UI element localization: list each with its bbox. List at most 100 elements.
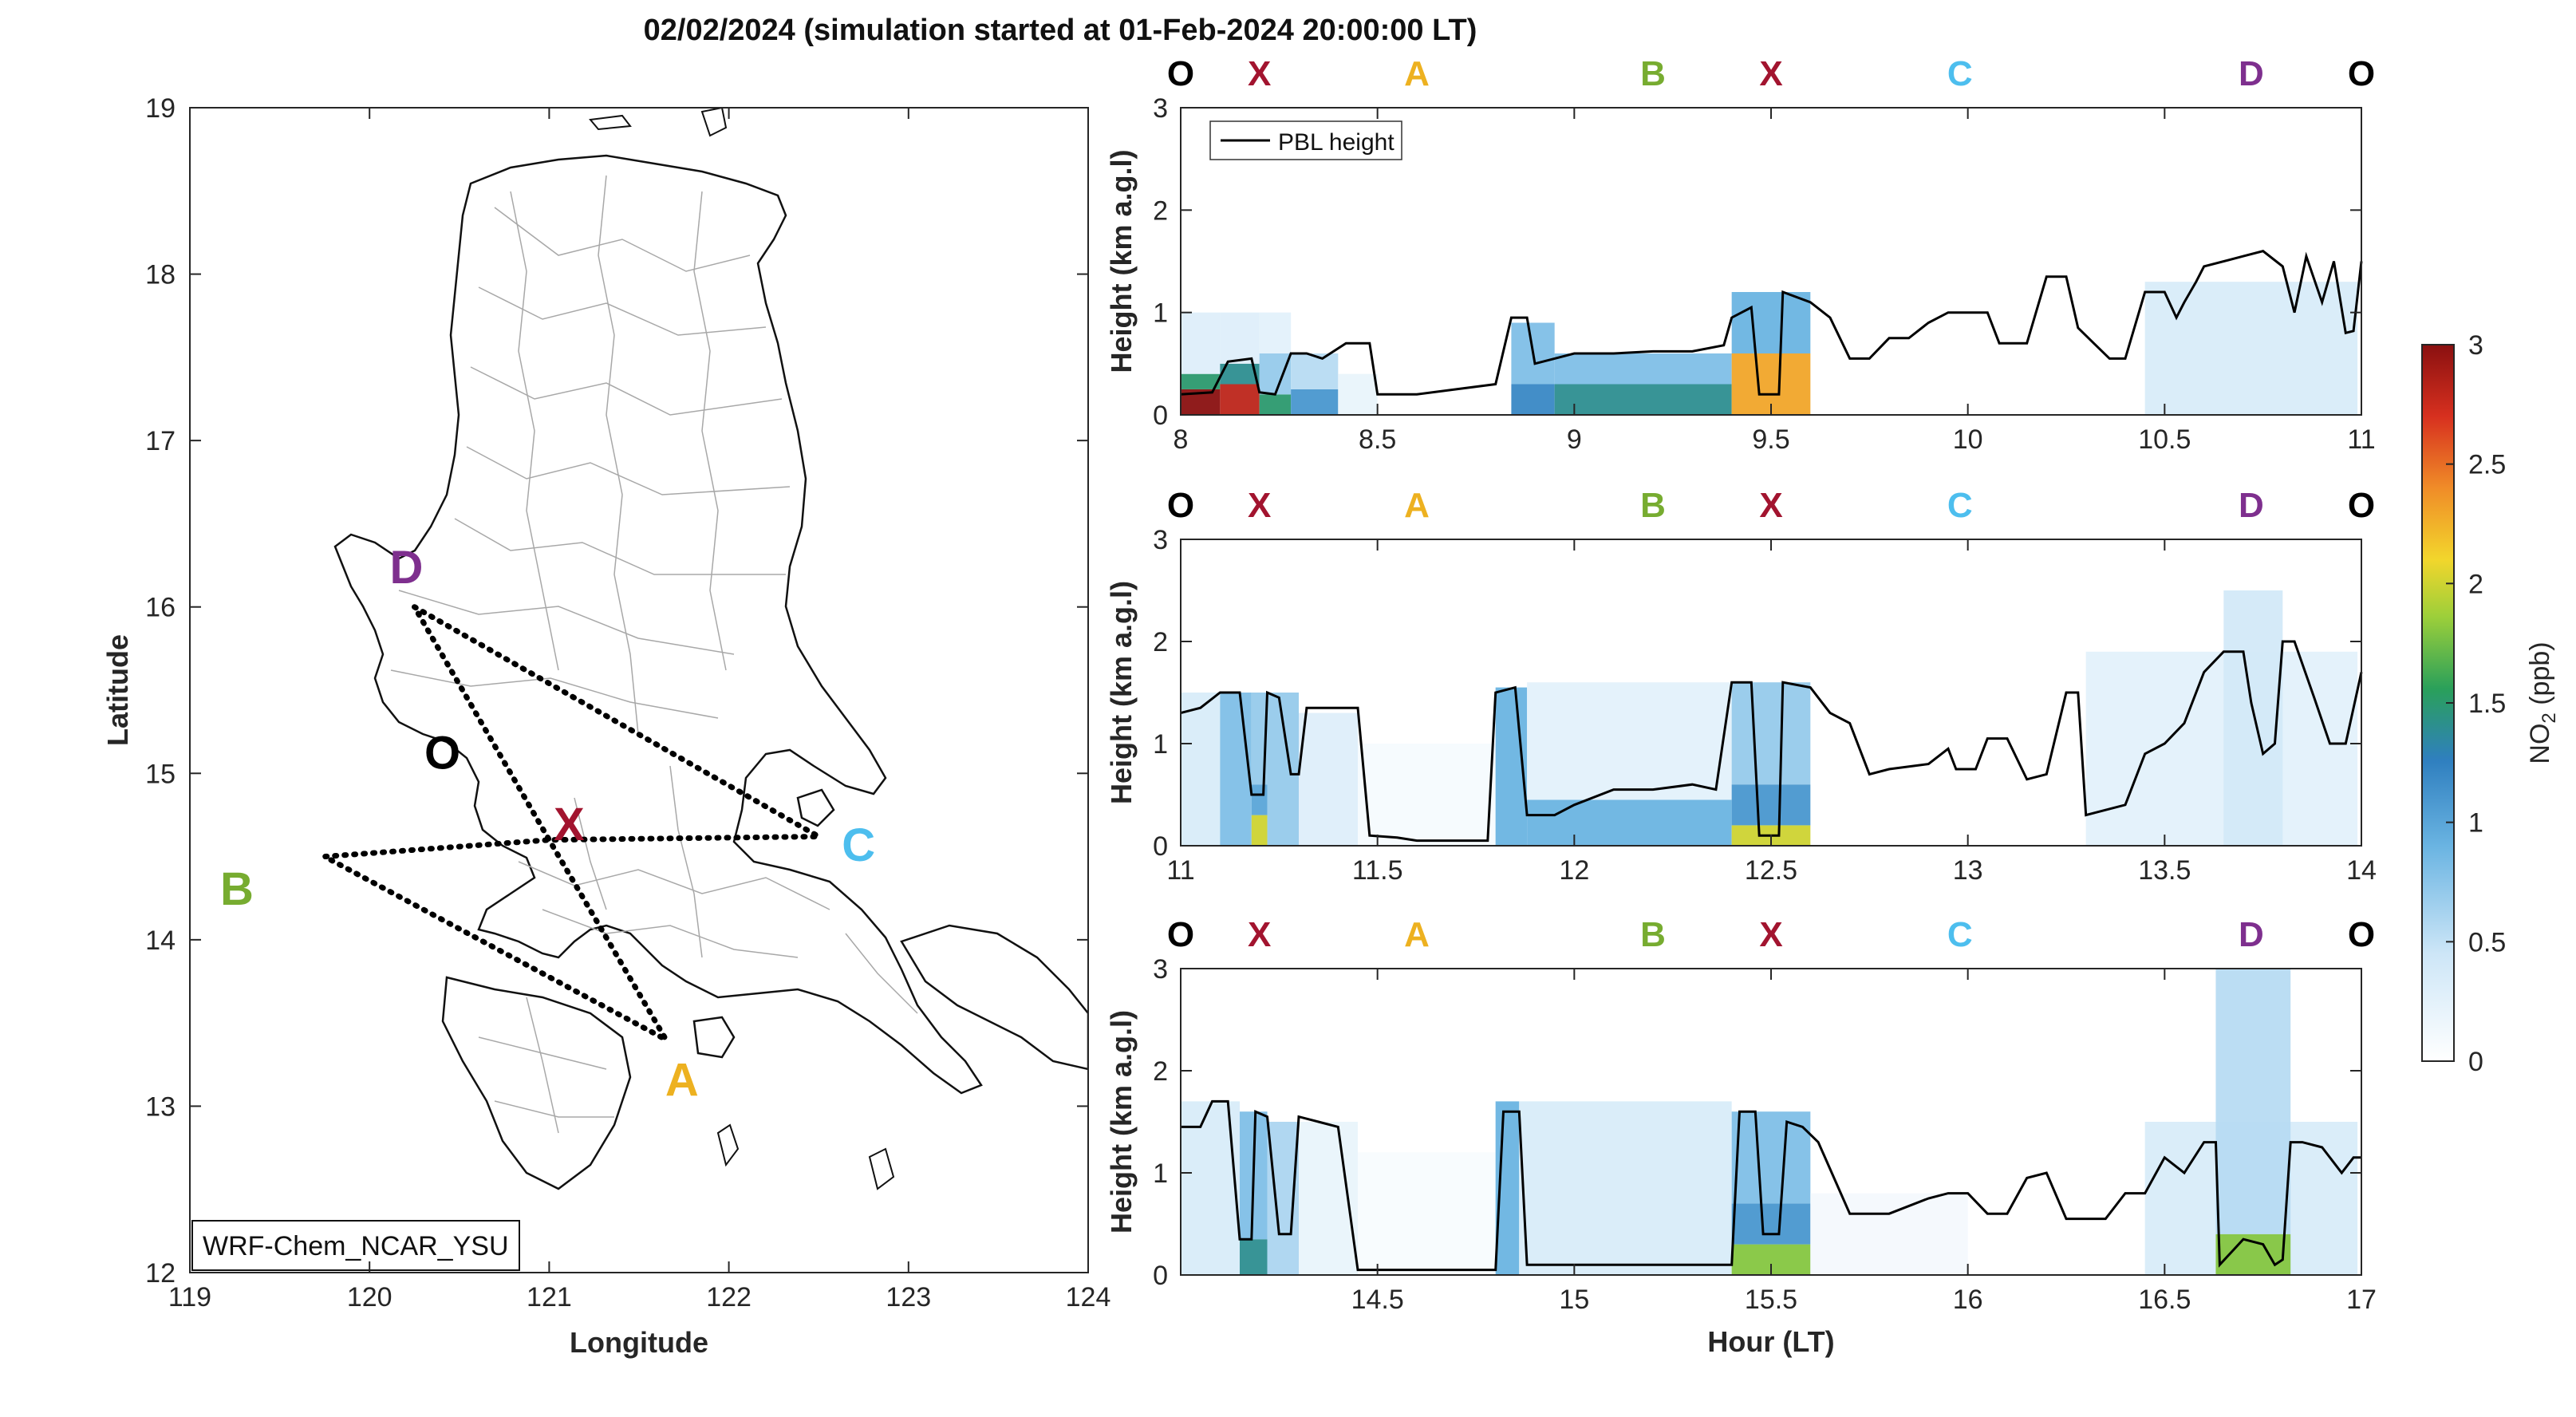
map-site-label-X: X bbox=[554, 799, 585, 851]
colorbar-tick-label: 3 bbox=[2468, 330, 2483, 361]
marinduque-outline bbox=[692, 1016, 736, 1059]
map-site-label-O: O bbox=[424, 727, 460, 779]
map-ticks: 119 120 121 122 123 124 12 13 14 15 16 17 18 19 bbox=[145, 93, 1110, 1312]
site-label-D: D bbox=[2239, 915, 2264, 954]
small-islet-1 bbox=[716, 1123, 740, 1167]
site-label-B: B bbox=[1640, 915, 1666, 954]
map-xtick-label: 124 bbox=[1066, 1282, 1111, 1312]
map-ytick-label: 14 bbox=[145, 926, 176, 956]
no2-cell bbox=[2215, 1233, 2291, 1275]
no2-cell bbox=[1291, 353, 1339, 389]
no2-cell bbox=[1358, 744, 1496, 846]
map-ytick-label: 19 bbox=[145, 93, 176, 124]
mindoro-boundaries bbox=[478, 997, 614, 1134]
map-xtick-label: 122 bbox=[706, 1282, 751, 1312]
no2-field bbox=[1181, 282, 2358, 415]
no2-cell bbox=[1358, 1152, 1496, 1275]
no2-cell bbox=[2223, 590, 2283, 846]
xtick-label: 11 bbox=[2347, 424, 2375, 455]
ytick-label: 0 bbox=[1153, 831, 1168, 862]
pbl-height-line bbox=[1180, 640, 2363, 843]
ytick-label: 3 bbox=[1153, 525, 1168, 555]
mindoro-outline bbox=[441, 976, 632, 1190]
site-label-X: X bbox=[1248, 486, 1271, 525]
site-label-A: A bbox=[1404, 54, 1430, 93]
xtick-label: 8.5 bbox=[1359, 424, 1396, 455]
xtick-label: 15 bbox=[1559, 1285, 1589, 1315]
colorbar-tick-label: 2.5 bbox=[2468, 450, 2506, 480]
ytick-label: 1 bbox=[1153, 1158, 1168, 1189]
map-xtick-label: 119 bbox=[168, 1282, 211, 1312]
no2-cell bbox=[1251, 784, 1268, 815]
site-label-X: X bbox=[1248, 54, 1271, 93]
xtick-label: 8 bbox=[1174, 424, 1189, 455]
site-label-B: B bbox=[1640, 54, 1666, 93]
colorbar-tick-label: 0 bbox=[2468, 1047, 2483, 1077]
panel-ylabel: Height (km a.g.l) bbox=[1105, 1010, 1138, 1233]
site-label-A: A bbox=[1404, 486, 1430, 525]
xtick-label: 11.5 bbox=[1352, 855, 1403, 886]
bicol-outline bbox=[900, 924, 1088, 1071]
panel-ylabel: Height (km a.g.l) bbox=[1105, 581, 1138, 804]
map-site-label-A: A bbox=[665, 1054, 699, 1106]
no2-cell bbox=[1299, 712, 1358, 846]
xtick-label: 10 bbox=[1953, 424, 1983, 455]
no2-cell bbox=[1259, 394, 1292, 415]
no2-cell bbox=[1554, 353, 1732, 385]
no2-cell bbox=[1240, 1239, 1268, 1275]
xtick-label: 14 bbox=[2346, 855, 2377, 886]
no2-cell bbox=[1181, 312, 1221, 374]
no2-cell bbox=[2144, 282, 2358, 415]
colorbar: 0 0.5 1 1.5 2 2.5 3 NO2 (ppb) bbox=[2421, 330, 2560, 1077]
luzon-outline bbox=[333, 154, 983, 1095]
no2-cell bbox=[1251, 815, 1268, 846]
panel-ylabel: Height (km a.g.l) bbox=[1105, 149, 1138, 373]
map-site-label-D: D bbox=[390, 542, 424, 594]
no2-cell bbox=[1220, 384, 1260, 415]
no2-field bbox=[1181, 969, 2358, 1275]
no2-cell bbox=[1220, 693, 1252, 846]
site-label-X: X bbox=[1759, 915, 1782, 954]
no2-cell bbox=[1527, 799, 1732, 846]
xtick-label: 16 bbox=[1953, 1285, 1983, 1315]
map-xlabel: Longitude bbox=[570, 1326, 708, 1359]
site-label-A: A bbox=[1404, 915, 1430, 954]
site-label-X: X bbox=[1248, 915, 1271, 954]
ytick-label: 2 bbox=[1153, 1056, 1168, 1087]
ytick-label: 1 bbox=[1153, 729, 1168, 760]
no2-field bbox=[1181, 590, 2358, 846]
colorbar-tick-label: 1 bbox=[2468, 808, 2483, 839]
map-ytick-label: 13 bbox=[145, 1091, 176, 1122]
no2-cell bbox=[1511, 384, 1555, 415]
no2-cell bbox=[1731, 1111, 1811, 1204]
no2-cell bbox=[1810, 1193, 1968, 1275]
map-ytick-label: 18 bbox=[145, 260, 176, 290]
small-islet-2 bbox=[868, 1147, 895, 1190]
no2-cell bbox=[1259, 353, 1292, 395]
no2-cell bbox=[1181, 373, 1221, 389]
xtick-label: 10.5 bbox=[2138, 424, 2191, 455]
site-label-B: B bbox=[1640, 486, 1666, 525]
map-xtick-label: 121 bbox=[527, 1282, 572, 1312]
site-label-X: X bbox=[1759, 54, 1782, 93]
no2-cell bbox=[2085, 651, 2358, 846]
site-label-C: C bbox=[1947, 486, 1973, 525]
no2-cell bbox=[1251, 693, 1268, 785]
model-label-box bbox=[191, 1220, 520, 1271]
site-label-X: X bbox=[1759, 486, 1782, 525]
site-label-O: O bbox=[2348, 54, 2375, 93]
map-site-label-B: B bbox=[220, 863, 254, 915]
batanes-islet bbox=[589, 114, 632, 131]
ytick-label: 2 bbox=[1153, 195, 1168, 226]
map-ytick-label: 12 bbox=[145, 1258, 176, 1289]
no2-cell bbox=[1220, 312, 1260, 364]
province-boundaries bbox=[390, 175, 918, 1014]
map-axes-box bbox=[189, 107, 1089, 1273]
site-label-D: D bbox=[2239, 486, 2264, 525]
ytick-label: 3 bbox=[1153, 954, 1168, 985]
no2-cell bbox=[1731, 784, 1811, 826]
pbl-legend-label: PBL height bbox=[1278, 129, 1395, 156]
